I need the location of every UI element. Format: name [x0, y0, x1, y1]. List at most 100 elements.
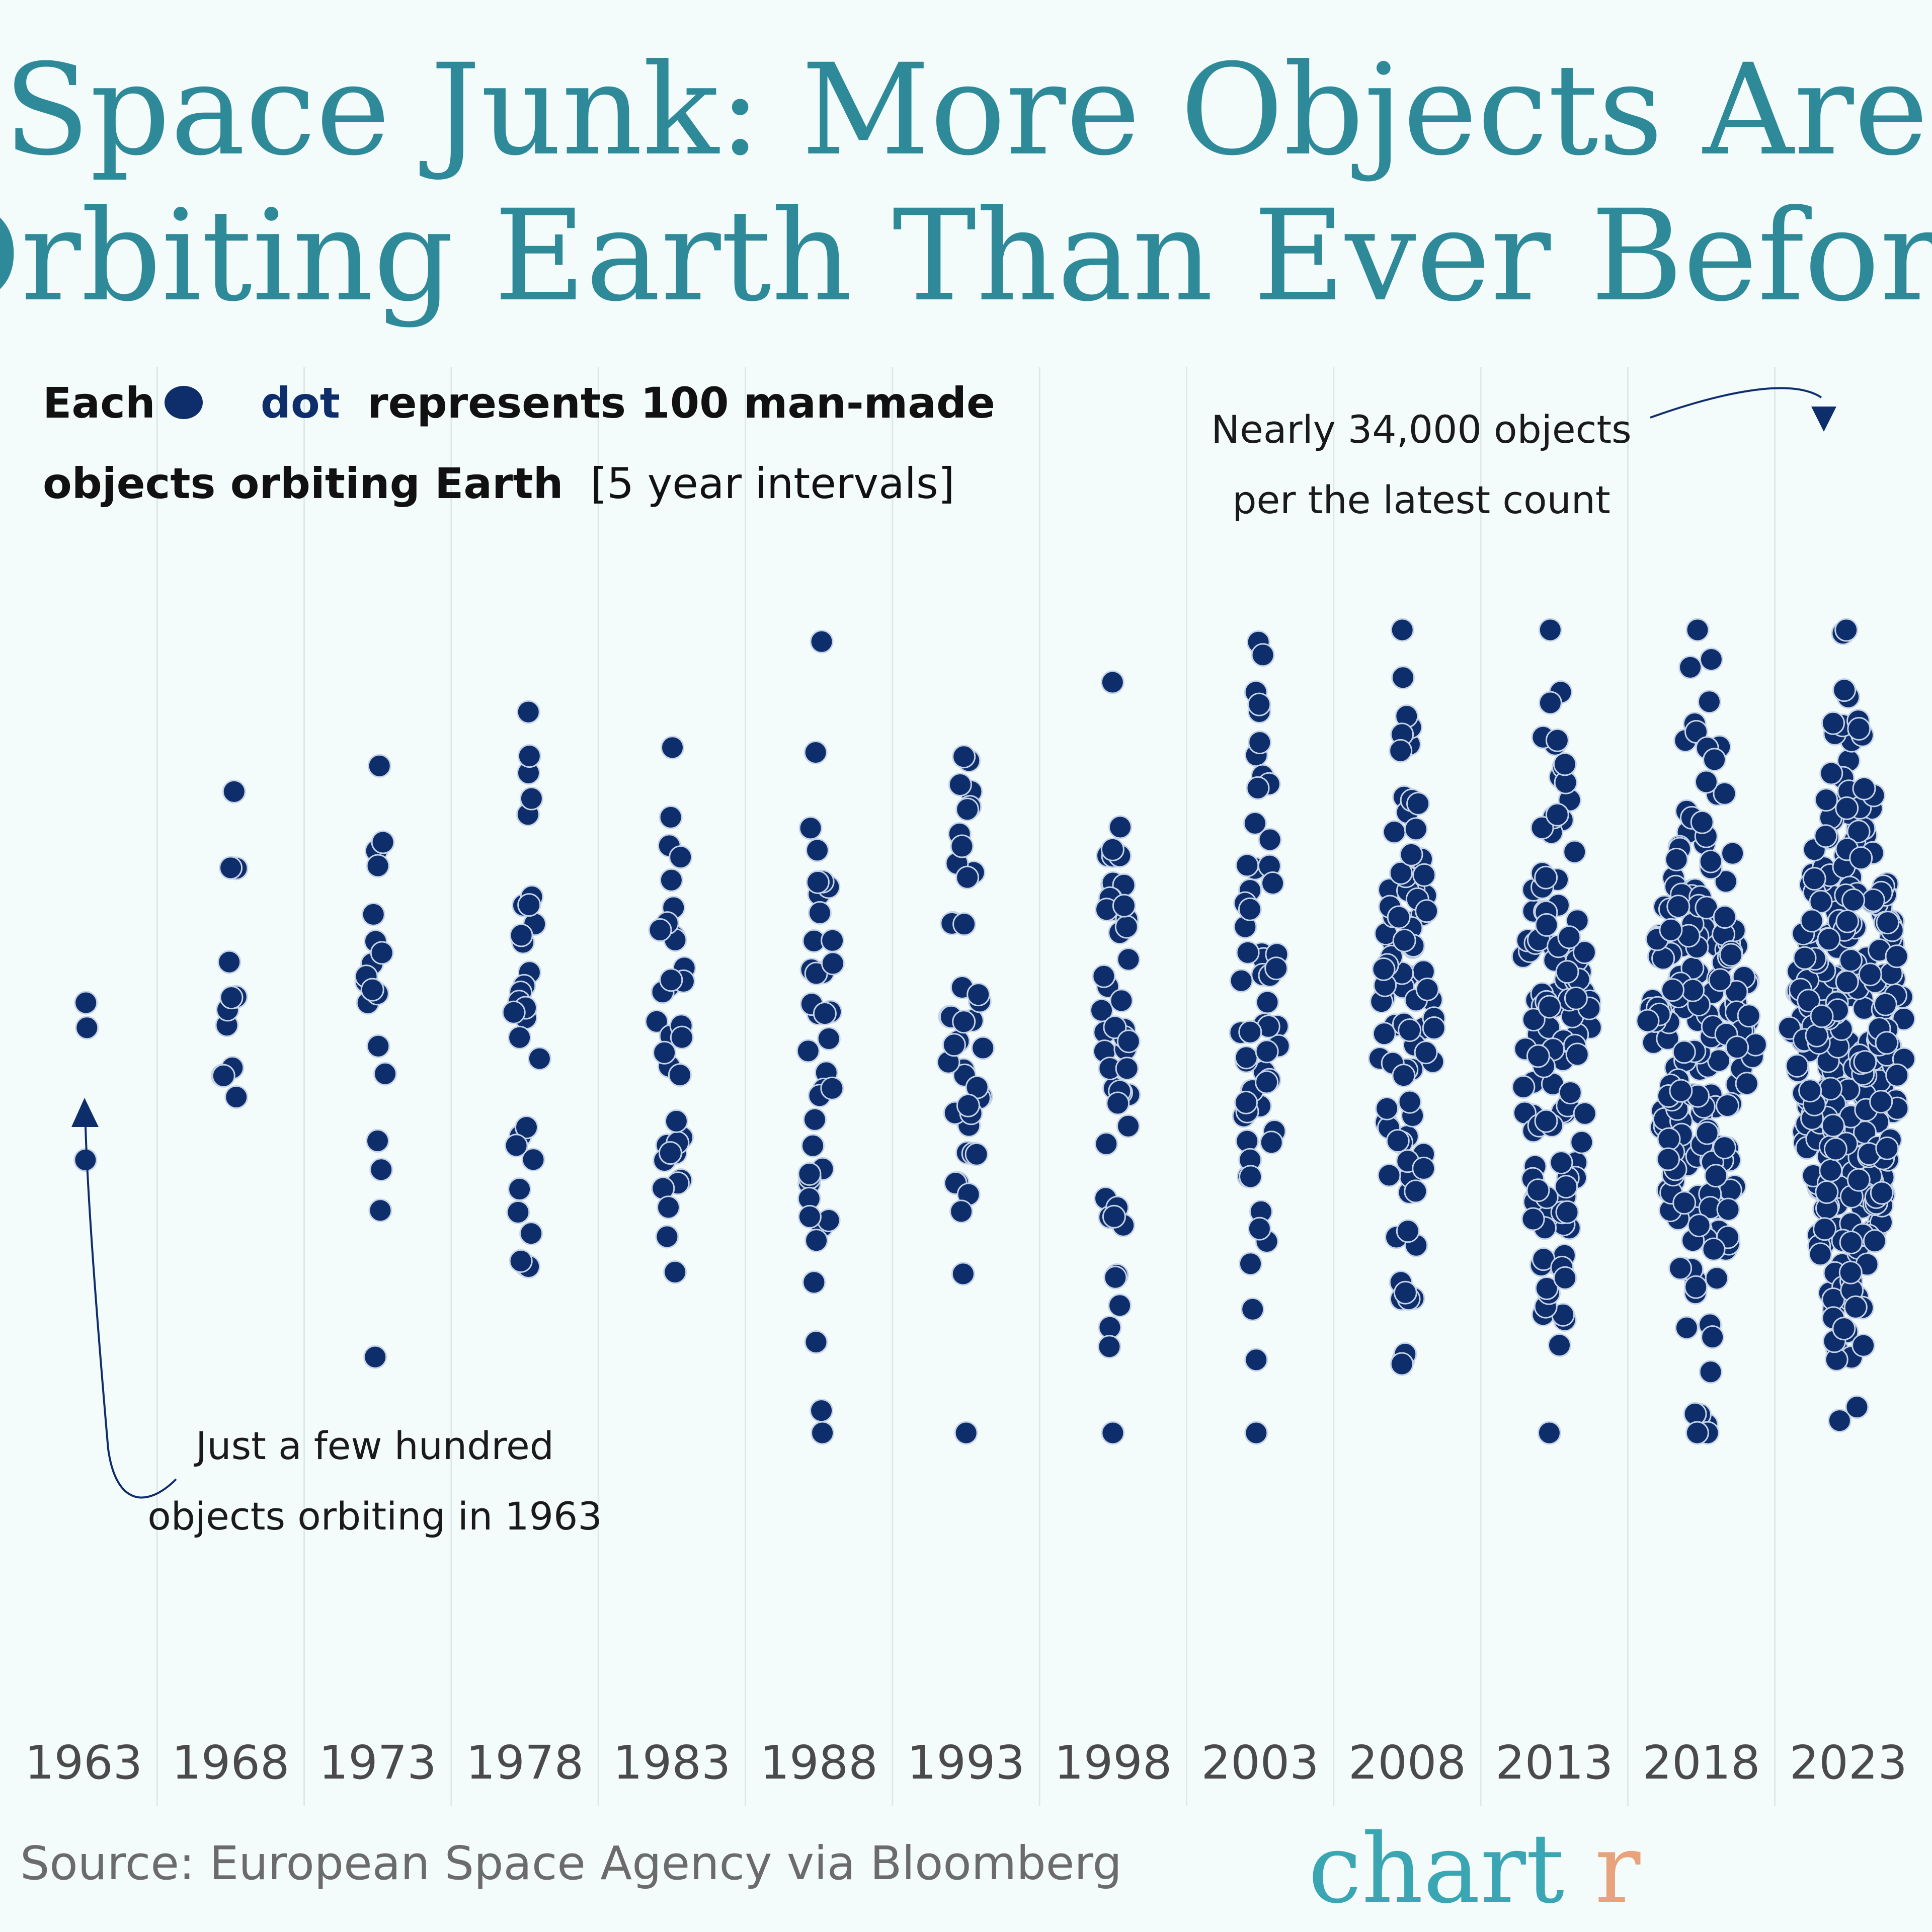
dot-1983 [659, 968, 683, 992]
x-tick-label-2023: 2023 [1790, 1736, 1907, 1790]
dot-2003 [1229, 969, 1253, 993]
dot-2013 [1555, 1200, 1579, 1224]
dot-2008 [1392, 1064, 1416, 1088]
dot-1998 [1102, 1204, 1126, 1229]
dot-1988 [796, 1039, 820, 1063]
dot-2018 [1687, 1214, 1711, 1238]
dot-1983 [659, 805, 683, 829]
dot-2003 [1243, 811, 1267, 835]
dot-1998 [1108, 815, 1132, 839]
dot-2003 [1238, 1020, 1262, 1044]
dot-2018 [1697, 690, 1721, 714]
dot-1983 [657, 1195, 680, 1220]
dot-1993 [948, 773, 972, 796]
dot-2023 [1832, 678, 1857, 702]
dot-2018 [1672, 1040, 1696, 1064]
dot-1963 [74, 991, 98, 1015]
dot-1998 [1103, 1265, 1128, 1290]
dot-2003 [1239, 1252, 1262, 1276]
dot-2023 [1843, 1295, 1868, 1319]
x-tick-label-1973: 1973 [319, 1736, 437, 1790]
dot-2013 [1521, 1207, 1545, 1231]
x-tick-label-2018: 2018 [1642, 1736, 1760, 1790]
dot-1968 [211, 1064, 235, 1088]
chart-title-line-1: Space Junk: More Objects Are [4, 37, 1928, 183]
dot-2008 [1412, 1156, 1436, 1180]
dot-2018 [1702, 1237, 1726, 1261]
dot-2018 [1714, 869, 1738, 894]
dot-2003 [1244, 1421, 1268, 1445]
chart-title-line-2: Orbiting Earth Than Ever Before [0, 183, 1932, 329]
dot-1988 [811, 1421, 835, 1445]
dot-2018 [1699, 648, 1723, 672]
dot-1988 [808, 901, 832, 925]
dot-2008 [1386, 1129, 1410, 1153]
dot-2008 [1390, 618, 1414, 642]
dot-2018 [1704, 1164, 1728, 1188]
dot-2003 [1264, 956, 1289, 981]
dot-2013 [1538, 618, 1562, 642]
dot-2003 [1239, 1165, 1263, 1189]
dot-1998 [1109, 989, 1134, 1013]
dot-1993 [942, 1033, 966, 1057]
dot-1983 [668, 1063, 692, 1087]
dot-2023 [1808, 1242, 1832, 1266]
dot-2023 [1809, 890, 1833, 914]
dot-2008 [1372, 957, 1396, 981]
dot-1998 [1116, 1114, 1140, 1138]
dot-2008 [1414, 1040, 1438, 1065]
dot-1998 [1097, 1335, 1121, 1359]
dot-2023 [1813, 1217, 1837, 1241]
dot-1983 [663, 1260, 687, 1284]
dot-1993 [952, 745, 976, 769]
x-tick-label-1998: 1998 [1054, 1736, 1172, 1790]
dot-2023 [1863, 1229, 1887, 1253]
dot-1998 [1094, 1132, 1118, 1156]
dot-2013 [1558, 1081, 1582, 1105]
legend-dot-word: dot [261, 378, 340, 428]
dot-1963 [73, 1148, 98, 1172]
dot-1998 [1100, 837, 1124, 861]
dot-2023 [1835, 909, 1860, 933]
dot-1993 [954, 1421, 978, 1445]
dot-2013 [1555, 960, 1579, 984]
legend-intervals: [5 year intervals] [591, 459, 955, 508]
dot-2013 [1526, 1178, 1550, 1202]
dot-2018 [1701, 1325, 1725, 1349]
dot-1973 [360, 978, 384, 1002]
dot-2018 [1685, 1421, 1709, 1445]
dot-2003 [1261, 871, 1285, 895]
dot-2023 [1885, 1063, 1909, 1087]
dot-2018 [1672, 1191, 1697, 1215]
dot-1988 [821, 928, 845, 952]
dot-2023 [1835, 970, 1859, 994]
dot-1998 [1090, 998, 1113, 1022]
dot-2023 [1785, 1054, 1809, 1078]
legend-rest: represents 100 man-made [367, 378, 995, 428]
legend-line-2: objects orbiting Earth [5 year intervals… [43, 459, 954, 508]
dot-1978 [519, 1222, 543, 1246]
dot-1973 [361, 902, 385, 926]
x-tick-label-1978: 1978 [466, 1736, 584, 1790]
dot-2018 [1699, 1360, 1723, 1384]
dot-1993 [964, 1142, 989, 1166]
dot-2023 [1798, 1079, 1822, 1103]
dot-2018 [1659, 918, 1683, 942]
dot-swarm [73, 618, 1916, 1445]
annotation-top-arrow [1650, 387, 1822, 419]
dot-1968 [224, 1085, 249, 1109]
dot-2008 [1404, 817, 1428, 841]
dot-2018 [1666, 895, 1691, 919]
brand-logo-accent: r [1595, 1813, 1641, 1924]
dot-1998 [1112, 894, 1136, 918]
dot-2013 [1526, 1044, 1550, 1068]
dot-1978 [502, 1000, 526, 1024]
dot-2023 [1876, 911, 1900, 935]
dot-1978 [521, 1148, 545, 1172]
dot-1988 [820, 1076, 844, 1100]
dot-2013 [1572, 940, 1596, 964]
dot-1973 [370, 941, 394, 965]
annotation-bottom-arrow [85, 1126, 177, 1499]
dot-2023 [1870, 1181, 1894, 1205]
dot-2013 [1570, 1130, 1594, 1154]
